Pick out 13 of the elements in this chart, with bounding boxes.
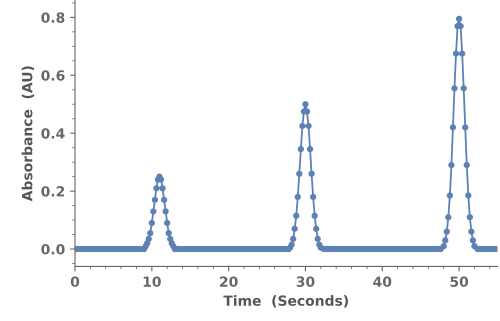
y-tick-label: 0.2 [41,186,64,197]
y-tick-label: 0.0 [41,244,65,255]
x-tick-label: 30 [296,276,314,287]
x-tick-label: 10 [144,276,161,287]
x-axis-title: Time (Seconds) [223,295,348,308]
y-axis-title: Absorbance (AU) [22,66,34,202]
x-tick-label: 50 [450,276,468,287]
x-tick-label: 0 [70,276,80,287]
y-tick-label: 0.6 [41,70,65,81]
x-tick-label: 20 [220,276,238,287]
y-tick-label: 0.4 [41,128,65,139]
y-tick-label: 0.8 [41,12,64,23]
x-tick-label: 40 [373,276,392,287]
